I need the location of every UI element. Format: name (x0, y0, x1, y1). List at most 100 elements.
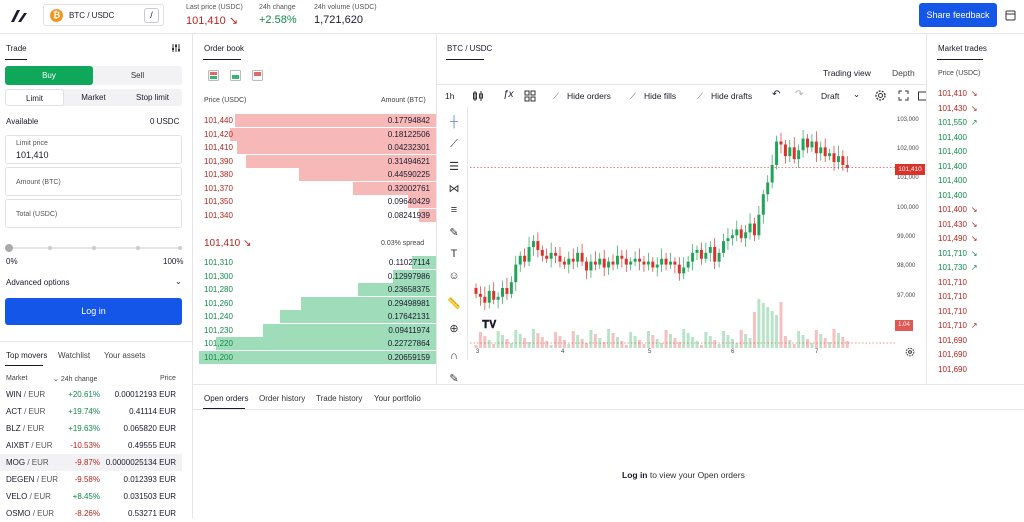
crosshair-icon[interactable]: ┼ (450, 116, 458, 128)
ruler-icon[interactable]: 📏 (447, 298, 461, 310)
order-row[interactable]: 101,300 0.12997986 (199, 269, 436, 283)
tab-limit[interactable]: Limit (5, 89, 64, 106)
candle-body (801, 138, 805, 151)
fullscreen-icon[interactable] (898, 90, 909, 101)
tab-your-assets[interactable]: Your assets (104, 351, 146, 360)
market-change: -9.87% (74, 458, 100, 467)
order-row[interactable]: 101,350 0.09640429 (199, 195, 436, 208)
gear-icon[interactable] (874, 89, 887, 102)
login-button[interactable]: Log in (5, 298, 182, 325)
tab-stop-limit[interactable]: Stop limit (136, 93, 169, 102)
login-link[interactable]: Log in (622, 470, 648, 480)
advanced-options-toggle[interactable]: Advanced options (6, 278, 70, 287)
tab-your-portfolio[interactable]: Your portfolio (374, 394, 421, 403)
layout-icon[interactable] (1005, 10, 1016, 21)
buy-button[interactable]: Buy (5, 66, 93, 85)
order-row[interactable]: 101,440 0.17794842 (199, 114, 436, 127)
order-row[interactable]: 101,280 0.23658375 (199, 283, 436, 296)
brush-icon[interactable]: ✎ (449, 227, 459, 239)
chevron-down-icon[interactable]: ⌄ (175, 277, 182, 286)
tab-trade-history[interactable]: Trade history (316, 394, 363, 403)
share-feedback-button[interactable]: Share feedback (919, 3, 997, 27)
order-row[interactable]: 101,390 0.31494621 (199, 154, 436, 168)
interval-selector[interactable]: 1h (445, 91, 455, 101)
zoom-in-icon[interactable]: ⊕ (449, 323, 459, 335)
tab-open-orders[interactable]: Open orders (204, 394, 249, 403)
tab-market[interactable]: Market (81, 93, 106, 102)
order-row[interactable]: 101,340 0.08241939 (199, 208, 436, 222)
settings-icon[interactable] (905, 347, 915, 357)
lock-icon[interactable]: ✎ (449, 373, 459, 385)
depth-tab[interactable]: Depth (892, 68, 915, 78)
pair-selector[interactable]: ₿ BTC / USDC / (43, 4, 164, 26)
tab-top-movers[interactable]: Top movers (6, 351, 48, 360)
grid-layout-icon[interactable] (524, 90, 536, 102)
app-logo-icon[interactable] (10, 9, 28, 23)
slider-handle[interactable] (5, 244, 13, 252)
volume-bar (770, 311, 774, 348)
pattern-icon[interactable]: ⋈ (448, 183, 460, 195)
emoji-icon[interactable]: ☺ (448, 270, 460, 282)
settings-sliders-icon[interactable] (171, 43, 181, 53)
order-row[interactable]: 101,310 0.11027114 (199, 256, 436, 269)
chevron-down-icon[interactable]: ⌄ (853, 89, 861, 99)
candles-icon[interactable] (472, 90, 484, 102)
volume-bar (593, 334, 597, 348)
order-row[interactable]: 101,230 0.09411974 (199, 323, 436, 337)
both-sides-view-icon[interactable] (208, 70, 219, 81)
trend-line-icon[interactable]: ⟋ (450, 138, 458, 150)
market-base: MOG (6, 458, 26, 467)
total-field[interactable]: Total (USDC) (5, 199, 182, 228)
volume-bar (722, 331, 726, 348)
market-row[interactable]: WIN / EUR +20.61% 0.00012193 EUR (0, 386, 182, 403)
market-row[interactable]: ACT / EUR +19.74% 0.41114 EUR (0, 403, 182, 420)
redo-icon[interactable]: ↷ (795, 89, 804, 100)
movers-underline (5, 365, 43, 366)
asks-view-icon[interactable] (252, 70, 263, 81)
fib-icon[interactable]: ≡ (450, 204, 458, 216)
hide-orders-button[interactable]: Hide orders (567, 91, 611, 101)
amount-field[interactable]: Amount (BTC) (5, 167, 182, 196)
tab-order-history[interactable]: Order history (259, 394, 306, 403)
market-row[interactable]: BLZ / EUR +19.63% 0.065820 EUR (0, 420, 182, 437)
magnet-icon[interactable]: ∩ (450, 350, 458, 362)
market-row[interactable]: AIXBT / EUR -10.53% 0.49555 EUR (0, 437, 182, 454)
price-chart[interactable] (470, 108, 925, 358)
order-row[interactable]: 101,220 0.22727864 (199, 337, 436, 350)
draft-select[interactable]: Draft (821, 91, 840, 101)
market-row[interactable]: MOG / EUR -9.87% 0.0000025134 EUR (0, 454, 182, 471)
order-row[interactable]: 101,370 0.32002761 (199, 181, 436, 195)
undo-icon[interactable]: ↶ (772, 89, 781, 100)
order-row[interactable]: 101,380 0.44590225 (199, 168, 436, 181)
order-price: 101,420 (204, 129, 233, 139)
market-row[interactable]: OSMO / EUR -8.26% 0.53271 EUR (0, 505, 182, 522)
candle-body (708, 246, 712, 253)
order-row[interactable]: 101,260 0.29498981 (199, 296, 436, 310)
horizontal-lines-icon[interactable]: ☰ (449, 161, 459, 173)
hide-fills-button[interactable]: Hide fills (644, 91, 677, 101)
slider-tick (178, 246, 182, 250)
market-row[interactable]: VELO / EUR +8.45% 0.031503 EUR (0, 488, 182, 505)
camera-icon[interactable] (918, 90, 926, 101)
volume-bar (611, 333, 615, 348)
limit-price-field[interactable]: Limit price 101,410 (5, 135, 182, 164)
bids-view-icon[interactable] (230, 70, 241, 81)
order-row[interactable]: 101,410 0.04232301 (199, 141, 436, 154)
trade-price: 101,400 (938, 190, 967, 200)
order-row[interactable]: 101,420 0.18122506 (199, 127, 436, 141)
trading-view-tab[interactable]: Trading view (823, 68, 871, 78)
order-row[interactable]: 101,200 0.20659159 (199, 350, 436, 364)
hide-orders-icon: ⟋ (553, 91, 559, 101)
candle-body (726, 238, 730, 242)
text-tool-icon[interactable]: T (450, 248, 458, 260)
hide-drafts-button[interactable]: Hide drafts (711, 91, 753, 101)
market-row[interactable]: DEGEN / EUR -9.58% 0.012393 EUR (0, 471, 182, 488)
order-row[interactable]: 101,240 0.17642131 (199, 310, 436, 323)
volume-bar (713, 340, 717, 348)
indicators-icon[interactable]: ƒx (503, 89, 514, 100)
chart-tab[interactable]: BTC / USDC (447, 44, 493, 53)
sell-button[interactable]: Sell (130, 71, 145, 80)
candle-body (673, 261, 677, 265)
tab-watchlist[interactable]: Watchlist (58, 351, 91, 360)
col-change[interactable]: ⌄ 24h change (53, 376, 98, 383)
